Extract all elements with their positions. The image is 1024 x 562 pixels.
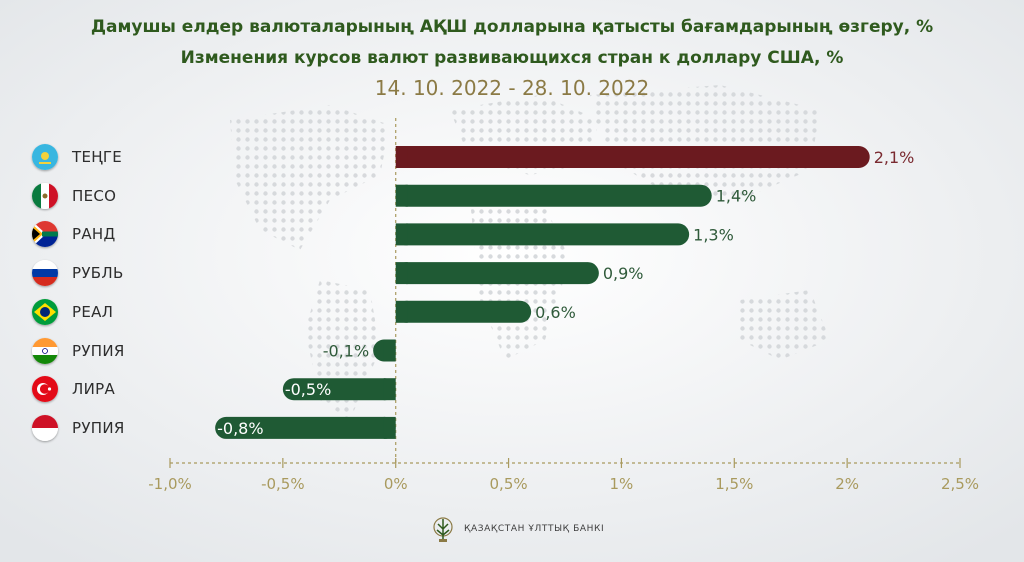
- x-tick-label: 0,5%: [490, 475, 528, 493]
- bar-base: [383, 416, 396, 439]
- bar-base: [395, 146, 408, 168]
- x-tick-label: 2%: [835, 475, 859, 493]
- category-row: ПЕСО: [32, 182, 116, 210]
- bar: [282, 378, 396, 401]
- kazakhstan-flag-icon: [32, 144, 58, 170]
- chart-title-ru: Изменения курсов валют развивающихся стр…: [180, 48, 844, 68]
- category-row: РУБЛЬ: [32, 259, 124, 287]
- category-row: РАНД: [32, 220, 116, 248]
- category-row: РУПИЯ: [32, 414, 125, 442]
- bank-name: ҚАЗАҚСТАН ҰЛТТЫҚ БАНКІ: [464, 524, 605, 534]
- bar-base: [395, 262, 408, 285]
- x-tick-label: 2,5%: [941, 475, 979, 493]
- india-flag-icon: [32, 337, 58, 364]
- category-row: ЛИРА: [32, 375, 115, 403]
- bar: [395, 300, 532, 323]
- turkey-flag-icon: [32, 376, 58, 403]
- data-label: 1,3%: [693, 225, 734, 244]
- data-label: -0,5%: [285, 380, 331, 399]
- indonesia-flag-icon: [32, 414, 58, 441]
- bar: [395, 146, 870, 168]
- bar-base: [395, 184, 408, 207]
- bar-base: [383, 378, 396, 401]
- russia-flag-icon: [32, 260, 58, 287]
- category-row: ТЕҢГЕ: [32, 143, 122, 171]
- x-tick-label: 1%: [610, 475, 634, 493]
- data-label: -0,1%: [323, 342, 369, 361]
- bar: [395, 223, 690, 246]
- category-label: РУПИЯ: [72, 341, 125, 360]
- data-label: 0,6%: [535, 303, 576, 322]
- bar: [395, 262, 599, 285]
- category-row: РУПИЯ: [32, 337, 125, 365]
- data-label: 2,1%: [874, 148, 915, 167]
- chart-title-kz: Дамушы елдер валюталарының АҚШ долларына…: [90, 17, 934, 37]
- bar: [215, 416, 396, 439]
- bar: [395, 184, 712, 207]
- data-label: 1,4%: [716, 187, 757, 206]
- category-label: ПЕСО: [72, 186, 117, 205]
- bar-base: [383, 339, 396, 362]
- category-label: РЕАЛ: [72, 302, 114, 321]
- national-bank-emblem-icon: [433, 517, 453, 542]
- south-africa-flag-icon: [32, 221, 58, 248]
- category-label: РАНД: [72, 225, 116, 244]
- category-label: РУПИЯ: [72, 418, 125, 437]
- date-range: 14. 10. 2022 - 28. 10. 2022: [374, 76, 650, 100]
- mexico-flag-icon: [32, 182, 58, 209]
- category-row: РЕАЛ: [32, 298, 113, 326]
- x-tick-label: 1,5%: [715, 475, 753, 493]
- category-label: РУБЛЬ: [72, 264, 124, 283]
- category-label: ТЕҢГЕ: [72, 148, 123, 166]
- bank-logo: ҚАЗАҚСТАН ҰЛТТЫҚ БАНКІ: [430, 514, 604, 544]
- brazil-flag-icon: [32, 298, 58, 325]
- category-label: ЛИРА: [72, 380, 116, 399]
- data-label: -0,8%: [217, 419, 263, 438]
- x-tick-label: -0,5%: [261, 475, 305, 493]
- bar-base: [395, 300, 408, 323]
- x-tick-label: -1,0%: [148, 475, 192, 493]
- x-tick-label: 0%: [384, 475, 408, 493]
- data-label: 0,9%: [603, 264, 644, 283]
- bar-base: [395, 223, 408, 246]
